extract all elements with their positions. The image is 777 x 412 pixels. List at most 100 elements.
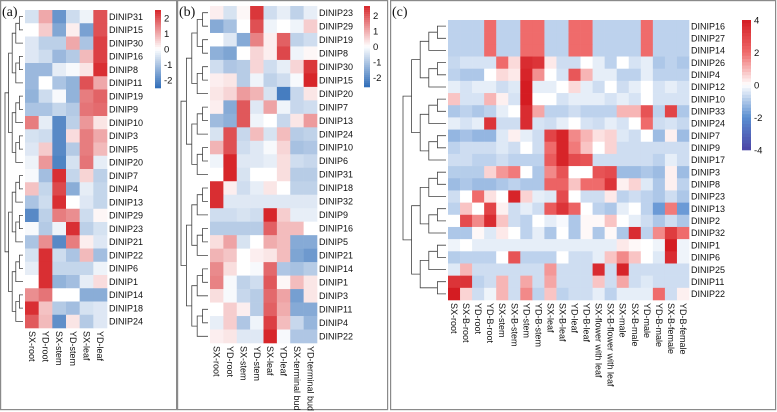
heatmap-cell [223,289,238,303]
heatmap-cell [616,239,630,252]
heatmap-cell [568,214,581,228]
heatmap-cell [664,239,678,252]
heatmap-cell [210,46,224,61]
dendrogram-branch [419,187,429,225]
heatmap-cell [652,263,666,276]
heatmap-cell [448,178,461,191]
colorbar-segment [364,46,370,49]
heatmap-cell [448,202,461,216]
heatmap-cell [52,129,67,143]
row-label: DINIP20 [319,89,353,99]
heatmap-cell [210,248,224,263]
heatmap-cell [79,129,94,143]
dendrogram-branch [8,211,13,292]
heatmap-cell [616,20,630,33]
heatmap-cell [580,44,593,57]
heatmap-cell [303,113,318,128]
heatmap-cell [448,153,461,167]
heatmap-cell [616,32,630,45]
heatmap-cell [604,80,617,94]
heatmap-cell [664,56,678,69]
heatmap-cell [210,100,224,115]
heatmap-cell [556,251,569,264]
heatmap-cell [38,155,53,170]
heatmap-cell [79,288,94,302]
colorbar-segment [364,28,370,31]
heatmap-cell [676,287,690,301]
heatmap-cell [93,261,108,276]
row-label: DINIP14 [691,46,725,56]
colorbar-segment [155,82,161,85]
heatmap-cell [604,32,617,45]
column-label: YD-terminal bud [305,346,315,411]
heatmap-cell [556,239,569,252]
heatmap-cell [664,166,678,179]
heatmap-cell [79,235,94,249]
heatmap-cell [236,113,251,128]
heatmap-cell [223,73,238,88]
heatmap-cell [223,329,238,344]
heatmap-cell [66,248,80,263]
heatmap-cell [250,302,264,317]
colorbar-segment [742,52,751,57]
heatmap-cell [25,89,39,104]
heatmap-cell [290,140,304,155]
heatmap-cell [236,86,251,101]
heatmap-cell [652,153,666,167]
heatmap-cell [640,166,654,179]
colorbar-segment [364,78,370,82]
heatmap-cell [496,20,509,33]
colorbar-segment [742,133,751,138]
row-label: DINIP29 [319,21,353,31]
heatmap-cell [676,263,690,276]
colorbar-segment [364,10,370,13]
heatmap-cell [223,113,238,128]
colorbar-segment [364,80,370,84]
colorbar-segment [155,31,161,34]
colorbar-segment [155,37,161,40]
heatmap-cell [592,93,605,106]
heatmap-cell [532,239,545,252]
row-label: DINIP5 [319,237,348,247]
heatmap-cell [628,20,642,33]
row-label: DINIP15 [319,75,353,85]
heatmap-cell [484,20,497,33]
colorbar-segment [364,30,370,33]
dendrogram-branch [19,175,23,190]
heatmap-cell [66,208,80,223]
heatmap-cell [223,154,238,169]
heatmap-cell [290,127,304,142]
heatmap-cell [556,105,569,118]
colorbar-segment [155,47,161,50]
heatmap-cell [640,263,654,276]
heatmap-cell [210,59,224,74]
heatmap-cell [66,195,80,210]
heatmap-cell [460,239,473,252]
heatmap-cell [276,208,291,222]
heatmap-cell [210,275,224,290]
dendrogram-branch [202,187,208,202]
heatmap-cell [472,214,485,228]
row-label: DINIP31 [109,12,143,22]
heatmap-cell [303,221,318,236]
heatmap-cell [604,190,617,203]
heatmap-cell [556,190,569,203]
heatmap-cell [556,129,569,143]
heatmap-cell [556,32,569,45]
heatmap-cell [556,287,569,301]
heatmap-cell [508,190,521,203]
heatmap-cell [616,56,630,69]
row-label: DINIP17 [691,155,725,165]
heatmap-cell [664,93,678,106]
heatmap-cell [25,102,39,117]
heatmap-cell [460,153,473,167]
heatmap-cell [66,314,80,329]
heatmap-cell [520,275,533,289]
heatmap-cell [52,261,67,276]
heatmap-cell [580,214,593,228]
heatmap-cell [676,44,690,57]
heatmap-cell [628,275,642,289]
heatmap-cell [568,105,581,118]
heatmap-cell [236,194,251,209]
heatmap-cell [79,314,94,329]
